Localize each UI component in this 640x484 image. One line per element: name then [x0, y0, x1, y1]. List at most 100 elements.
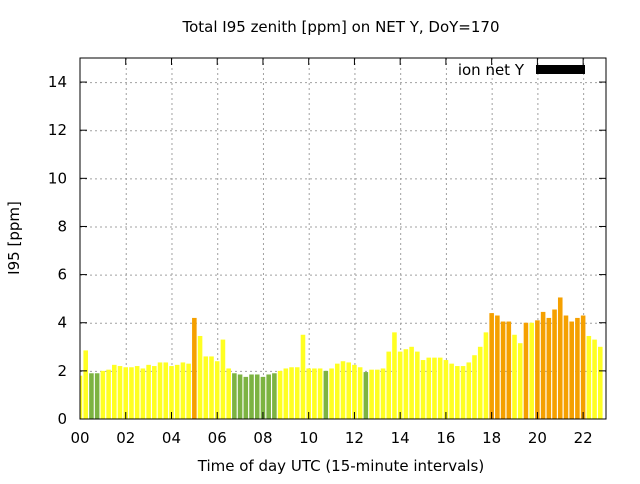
bar	[569, 321, 574, 419]
bar	[363, 372, 369, 419]
bar	[426, 357, 432, 419]
bar	[403, 349, 409, 419]
bar	[232, 373, 237, 419]
bar	[575, 317, 580, 419]
bar	[592, 339, 597, 419]
bar	[317, 368, 323, 419]
bar	[540, 311, 546, 419]
x-tick-label: 04	[162, 429, 181, 447]
x-tick-label: 06	[208, 429, 227, 447]
bar	[289, 367, 294, 419]
bar	[157, 362, 163, 419]
bar	[249, 374, 254, 419]
bar	[546, 317, 552, 419]
bar	[83, 350, 88, 419]
bar	[94, 373, 100, 419]
bar	[163, 362, 169, 419]
x-tick-label: 02	[116, 429, 135, 447]
bar	[380, 368, 386, 419]
bar	[506, 321, 512, 419]
bar	[329, 368, 334, 419]
bar	[283, 368, 289, 419]
bar	[489, 313, 494, 419]
bar	[294, 367, 300, 419]
x-tick-label: 08	[253, 429, 272, 447]
bar	[586, 335, 592, 419]
bar	[260, 376, 266, 419]
y-tick-label: 8	[57, 217, 67, 235]
bar	[563, 315, 569, 419]
bar	[123, 367, 129, 419]
x-tick-label: 00	[70, 429, 89, 447]
bar	[300, 334, 306, 419]
bar	[580, 315, 586, 419]
x-axis-label: Time of day UTC (15-minute intervals)	[197, 457, 484, 475]
bar	[512, 334, 517, 419]
bar	[552, 309, 557, 419]
bar	[455, 366, 460, 419]
bars-layer	[80, 297, 603, 419]
bar	[214, 361, 220, 419]
bar	[392, 332, 397, 419]
bar	[117, 366, 123, 419]
bar	[517, 343, 523, 419]
bar	[174, 364, 180, 419]
y-tick-label: 6	[57, 266, 67, 284]
x-tick-label: 16	[436, 429, 455, 447]
bar	[375, 369, 380, 419]
bar	[140, 368, 146, 419]
bar	[312, 368, 317, 419]
bar	[226, 368, 231, 419]
bar	[112, 364, 117, 419]
y-tick-label: 2	[57, 362, 67, 380]
bar	[460, 366, 466, 419]
y-tick-label: 12	[48, 121, 67, 139]
bar	[186, 363, 191, 419]
y-tick-label: 10	[48, 169, 67, 187]
bar	[529, 322, 534, 419]
bar	[237, 374, 243, 419]
y-tick-label: 4	[57, 314, 67, 332]
legend-label: ion net Y	[458, 61, 525, 79]
bar	[277, 370, 283, 419]
x-tick-label: 18	[482, 429, 501, 447]
bar	[323, 370, 329, 419]
bar	[134, 366, 140, 419]
legend-swatch	[536, 65, 585, 74]
bar	[535, 320, 540, 419]
bar	[266, 374, 271, 419]
chart-title: Total I95 zenith [ppm] on NET Y, DoY=170	[181, 18, 499, 36]
bar	[420, 360, 426, 419]
bar	[146, 364, 151, 419]
bar	[80, 375, 83, 419]
bar	[495, 315, 500, 419]
bar	[203, 356, 209, 419]
bar	[352, 364, 357, 419]
x-tick-label: 14	[391, 429, 410, 447]
bar	[437, 357, 443, 419]
bar	[152, 366, 157, 419]
bar	[346, 362, 351, 419]
bar	[443, 360, 449, 419]
bar	[197, 335, 203, 419]
bar	[409, 346, 414, 419]
x-tick-label: 22	[574, 429, 593, 447]
bar	[340, 361, 346, 419]
bar	[192, 317, 197, 419]
bar	[169, 366, 174, 419]
bar	[243, 376, 249, 419]
y-tick-label: 14	[48, 73, 67, 91]
bar	[432, 357, 437, 419]
bar	[477, 346, 483, 419]
bar	[466, 362, 472, 419]
y-tick-label: 0	[57, 410, 67, 428]
legend: ion net Y	[458, 61, 585, 79]
bar	[306, 368, 311, 419]
bar	[523, 322, 529, 419]
bar	[598, 346, 603, 419]
bar	[449, 363, 454, 419]
bar	[397, 351, 403, 419]
